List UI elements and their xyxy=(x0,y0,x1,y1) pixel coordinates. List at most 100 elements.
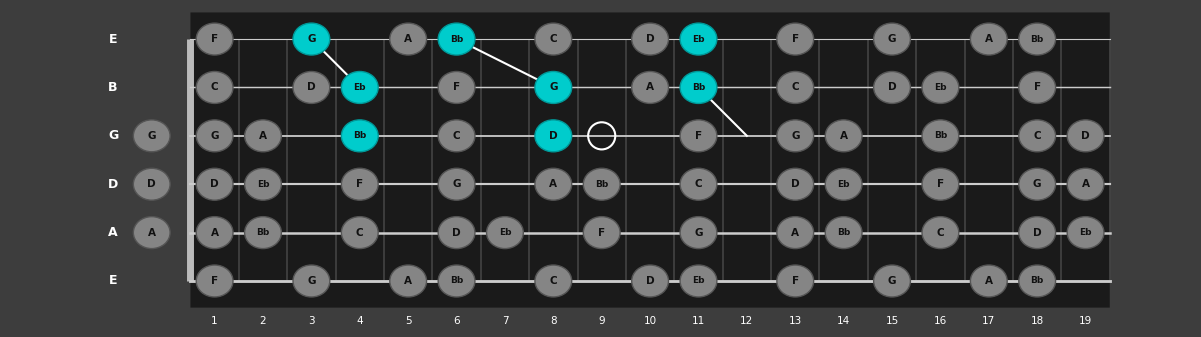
Ellipse shape xyxy=(873,71,910,103)
Ellipse shape xyxy=(1068,217,1104,249)
Ellipse shape xyxy=(196,120,233,152)
Text: G: G xyxy=(888,276,896,286)
Text: Bb: Bb xyxy=(353,131,366,140)
Ellipse shape xyxy=(632,265,669,297)
Ellipse shape xyxy=(1018,265,1056,297)
Text: 3: 3 xyxy=(309,316,315,326)
Text: A: A xyxy=(791,227,799,238)
Ellipse shape xyxy=(534,265,572,297)
Text: 6: 6 xyxy=(453,316,460,326)
Ellipse shape xyxy=(245,120,281,152)
Text: D: D xyxy=(307,83,316,92)
Text: E: E xyxy=(109,33,118,45)
Ellipse shape xyxy=(390,23,426,55)
Text: C: C xyxy=(211,83,219,92)
Ellipse shape xyxy=(1018,168,1056,200)
Ellipse shape xyxy=(486,217,524,249)
Text: A: A xyxy=(549,179,557,189)
Text: 17: 17 xyxy=(982,316,996,326)
Ellipse shape xyxy=(825,168,862,200)
Ellipse shape xyxy=(196,168,233,200)
Text: Eb: Eb xyxy=(692,276,705,285)
Text: Bb: Bb xyxy=(256,228,270,237)
Ellipse shape xyxy=(825,120,862,152)
Text: 10: 10 xyxy=(644,316,657,326)
Text: Eb: Eb xyxy=(257,180,269,189)
Text: Eb: Eb xyxy=(498,228,512,237)
Text: G: G xyxy=(453,179,461,189)
Ellipse shape xyxy=(680,168,717,200)
Text: F: F xyxy=(598,227,605,238)
Text: G: G xyxy=(307,276,316,286)
Text: A: A xyxy=(259,131,267,141)
Ellipse shape xyxy=(534,23,572,55)
Text: Bb: Bb xyxy=(450,276,464,285)
Ellipse shape xyxy=(133,217,171,249)
Ellipse shape xyxy=(438,168,474,200)
Text: G: G xyxy=(888,34,896,44)
Ellipse shape xyxy=(341,120,378,152)
Text: 2: 2 xyxy=(259,316,267,326)
Text: Bb: Bb xyxy=(1030,276,1044,285)
Ellipse shape xyxy=(438,265,474,297)
Ellipse shape xyxy=(341,71,378,103)
Text: 11: 11 xyxy=(692,316,705,326)
Text: F: F xyxy=(791,276,799,286)
Text: D: D xyxy=(453,227,461,238)
Text: G: G xyxy=(1033,179,1041,189)
Ellipse shape xyxy=(133,120,171,152)
Text: 5: 5 xyxy=(405,316,412,326)
Text: 16: 16 xyxy=(934,316,948,326)
Text: Bb: Bb xyxy=(1030,35,1044,43)
Text: Eb: Eb xyxy=(353,83,366,92)
Text: G: G xyxy=(307,34,316,44)
Text: C: C xyxy=(694,179,703,189)
Ellipse shape xyxy=(873,23,910,55)
Text: C: C xyxy=(550,34,557,44)
FancyBboxPatch shape xyxy=(191,12,1110,308)
Ellipse shape xyxy=(922,120,958,152)
Text: A: A xyxy=(148,227,156,238)
Ellipse shape xyxy=(777,265,813,297)
Text: 12: 12 xyxy=(740,316,753,326)
Text: A: A xyxy=(405,34,412,44)
Ellipse shape xyxy=(680,217,717,249)
Ellipse shape xyxy=(825,217,862,249)
Text: F: F xyxy=(211,34,219,44)
Text: E: E xyxy=(109,275,118,287)
Text: F: F xyxy=(453,83,460,92)
Text: 4: 4 xyxy=(357,316,363,326)
Ellipse shape xyxy=(680,265,717,297)
Ellipse shape xyxy=(680,120,717,152)
Ellipse shape xyxy=(632,23,669,55)
Text: Bb: Bb xyxy=(594,180,609,189)
Text: F: F xyxy=(357,179,364,189)
Ellipse shape xyxy=(438,217,474,249)
Ellipse shape xyxy=(133,168,171,200)
Text: D: D xyxy=(108,178,118,191)
Text: Eb: Eb xyxy=(1080,228,1092,237)
Text: D: D xyxy=(1033,227,1041,238)
Ellipse shape xyxy=(438,71,474,103)
Text: Eb: Eb xyxy=(934,83,946,92)
Ellipse shape xyxy=(1018,217,1056,249)
Text: 13: 13 xyxy=(789,316,802,326)
Ellipse shape xyxy=(438,23,474,55)
Ellipse shape xyxy=(922,71,958,103)
Ellipse shape xyxy=(970,23,1008,55)
Text: G: G xyxy=(148,131,156,141)
Text: 9: 9 xyxy=(598,316,605,326)
Ellipse shape xyxy=(777,71,813,103)
Text: A: A xyxy=(985,276,993,286)
Text: 18: 18 xyxy=(1030,316,1044,326)
Text: F: F xyxy=(695,131,703,141)
Ellipse shape xyxy=(922,168,958,200)
Ellipse shape xyxy=(777,120,813,152)
Text: A: A xyxy=(646,83,655,92)
Ellipse shape xyxy=(970,265,1008,297)
Ellipse shape xyxy=(245,168,281,200)
Text: 19: 19 xyxy=(1078,316,1092,326)
Text: A: A xyxy=(839,131,848,141)
Text: F: F xyxy=(791,34,799,44)
Ellipse shape xyxy=(534,120,572,152)
